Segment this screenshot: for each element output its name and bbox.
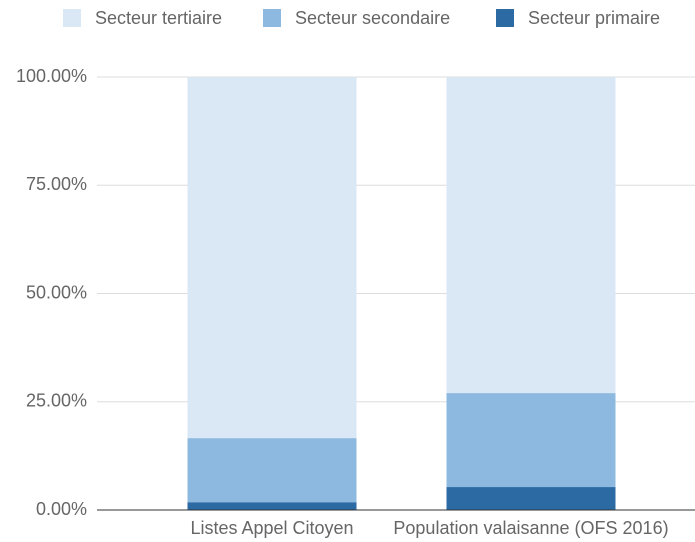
x-tick-label: Population valaisanne (OFS 2016) xyxy=(393,518,668,538)
y-tick-label: 75.00% xyxy=(26,174,87,194)
legend-swatch xyxy=(63,9,81,27)
legend-label: Secteur secondaire xyxy=(295,8,450,28)
legend-swatch xyxy=(496,9,514,27)
y-tick-label: 25.00% xyxy=(26,391,87,411)
x-tick-label: Listes Appel Citoyen xyxy=(190,518,353,538)
bar-segment xyxy=(446,77,616,394)
bar-segment xyxy=(187,438,357,503)
legend-label: Secteur primaire xyxy=(528,8,660,28)
y-tick-label: 100.00% xyxy=(16,66,87,86)
legend-label: Secteur tertiaire xyxy=(95,8,222,28)
bar-segment xyxy=(187,502,357,510)
y-tick-label: 0.00% xyxy=(36,499,87,519)
bar-segment xyxy=(187,77,357,439)
y-tick-label: 50.00% xyxy=(26,282,87,302)
bar-segment xyxy=(446,393,616,488)
bar-segment xyxy=(446,487,616,510)
legend-swatch xyxy=(263,9,281,27)
